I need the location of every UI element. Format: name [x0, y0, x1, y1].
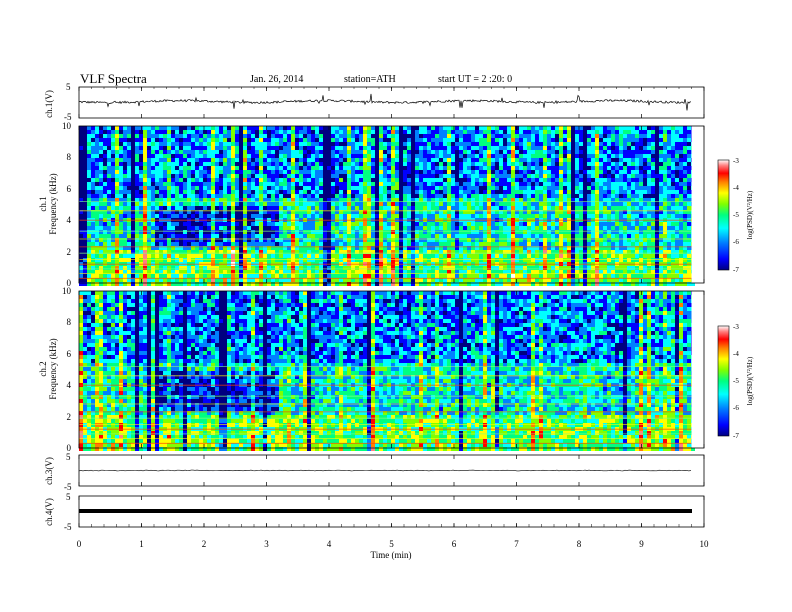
x-tick-marks — [78, 87, 705, 527]
ch1-spectrogram-image — [79, 126, 704, 286]
ch2-ytick-0: 0 — [67, 443, 72, 453]
xtick-10: 10 — [700, 539, 710, 549]
ch1-ytick-4: 4 — [67, 215, 72, 225]
xtick-6: 6 — [452, 539, 457, 549]
ch2-spectrogram-image — [79, 291, 704, 451]
ch1-spectrogram-channel-label: ch.1 — [38, 196, 48, 211]
ch2-ytick-2: 2 — [67, 412, 72, 422]
ch2-ytick-10: 10 — [62, 286, 72, 296]
colorbar-ch2-label: log(PSD)(V²/Hz) — [746, 356, 754, 405]
ch1-ytick-2: 2 — [67, 247, 72, 257]
ch2-ytick-6: 6 — [67, 349, 72, 359]
header-start-ut: start UT = 2 :20: 0 — [438, 74, 512, 85]
ch1-spectrogram-ylabel: Frequency (kHz) — [48, 173, 58, 234]
ch2-spectrogram-yticks: 10 8 6 4 2 0 — [62, 286, 72, 453]
figure-title: VLF Spectra — [80, 71, 147, 86]
ch3-waveform-ylabel: ch.3(V) — [44, 457, 54, 485]
ch2-ytick-8: 8 — [67, 317, 72, 327]
ch1-waveform-ylabel: ch.1(V) — [44, 90, 54, 118]
xtick-3: 3 — [264, 539, 269, 549]
xtick-4: 4 — [327, 539, 332, 549]
ch4-ytick-top: 5 — [66, 492, 71, 502]
ch1-ytick-bottom: -5 — [64, 112, 72, 122]
cb1-tick-m6: -6 — [733, 238, 739, 246]
ch2-spectrogram-channel-label: ch.2 — [38, 361, 48, 376]
ch2-spectrogram-ylabel: Frequency (kHz) — [48, 338, 58, 399]
ch1-ytick-0: 0 — [67, 278, 72, 288]
x-axis-label: Time (min) — [371, 550, 412, 560]
cb2-tick-m7: -7 — [733, 432, 739, 440]
colorbar-ch1: -3 -4 -5 -6 -7 log(PSD)(V²/Hz) — [717, 157, 754, 274]
cb1-tick-m4: -4 — [733, 184, 739, 192]
ch1-spectrogram-yticks: 10 8 6 4 2 0 — [62, 121, 72, 288]
colorbar-ch2-gradient — [717, 325, 730, 437]
xtick-8: 8 — [577, 539, 582, 549]
ch2-spectrogram-panel: 10 8 6 4 2 0 ch.2 Frequency (kHz) — [38, 286, 705, 453]
ch1-ytick-10: 10 — [62, 121, 72, 131]
colorbar-ch2: -3 -4 -5 -6 -7 log(PSD)(V²/Hz) — [717, 323, 754, 440]
ch1-ytick-8: 8 — [67, 152, 72, 162]
x-axis: 0 1 2 3 4 5 6 7 8 9 10 Time (min) — [77, 539, 709, 560]
xtick-7: 7 — [514, 539, 519, 549]
ch2-ytick-4: 4 — [67, 380, 72, 390]
ch4-waveform-panel: 5 -5 ch.4(V) — [44, 492, 705, 532]
cb2-tick-m4: -4 — [733, 350, 739, 358]
xtick-2: 2 — [202, 539, 207, 549]
cb2-tick-m5: -5 — [733, 377, 739, 385]
colorbar-ch1-label: log(PSD)(V²/Hz) — [746, 190, 754, 239]
ch1-waveform-line — [78, 93, 691, 111]
ch1-ytick-6: 6 — [67, 184, 72, 194]
ch3-waveform-panel: 5 -5 ch.3(V) — [44, 452, 705, 492]
cb1-tick-m7: -7 — [733, 266, 739, 274]
ch4-waveform-trace — [79, 509, 692, 513]
ch3-ytick-bottom: -5 — [64, 482, 72, 492]
ch1-waveform-panel: 5 -5 ch.1(V) — [44, 82, 705, 122]
ch4-waveform-ylabel: ch.4(V) — [44, 498, 54, 526]
xtick-0: 0 — [77, 539, 82, 549]
ch3-ytick-top: 5 — [66, 452, 71, 462]
cb2-tick-m6: -6 — [733, 404, 739, 412]
cb2-tick-m3: -3 — [733, 323, 739, 331]
header-date: Jan. 26, 2014 — [250, 74, 303, 85]
xtick-9: 9 — [639, 539, 644, 549]
ch3-waveform-line — [78, 469, 692, 472]
cb1-tick-m5: -5 — [733, 211, 739, 219]
ch1-ytick-top: 5 — [66, 82, 71, 92]
header-station: station=ATH — [344, 74, 396, 85]
cb1-tick-m3: -3 — [733, 157, 739, 165]
colorbar-ch1-gradient — [717, 159, 730, 271]
ch1-spectrogram-panel: 10 8 6 4 2 0 ch.1 Frequency (kHz) — [38, 121, 705, 288]
xtick-1: 1 — [139, 539, 144, 549]
ch4-ytick-bottom: -5 — [64, 522, 72, 532]
xtick-5: 5 — [389, 539, 394, 549]
